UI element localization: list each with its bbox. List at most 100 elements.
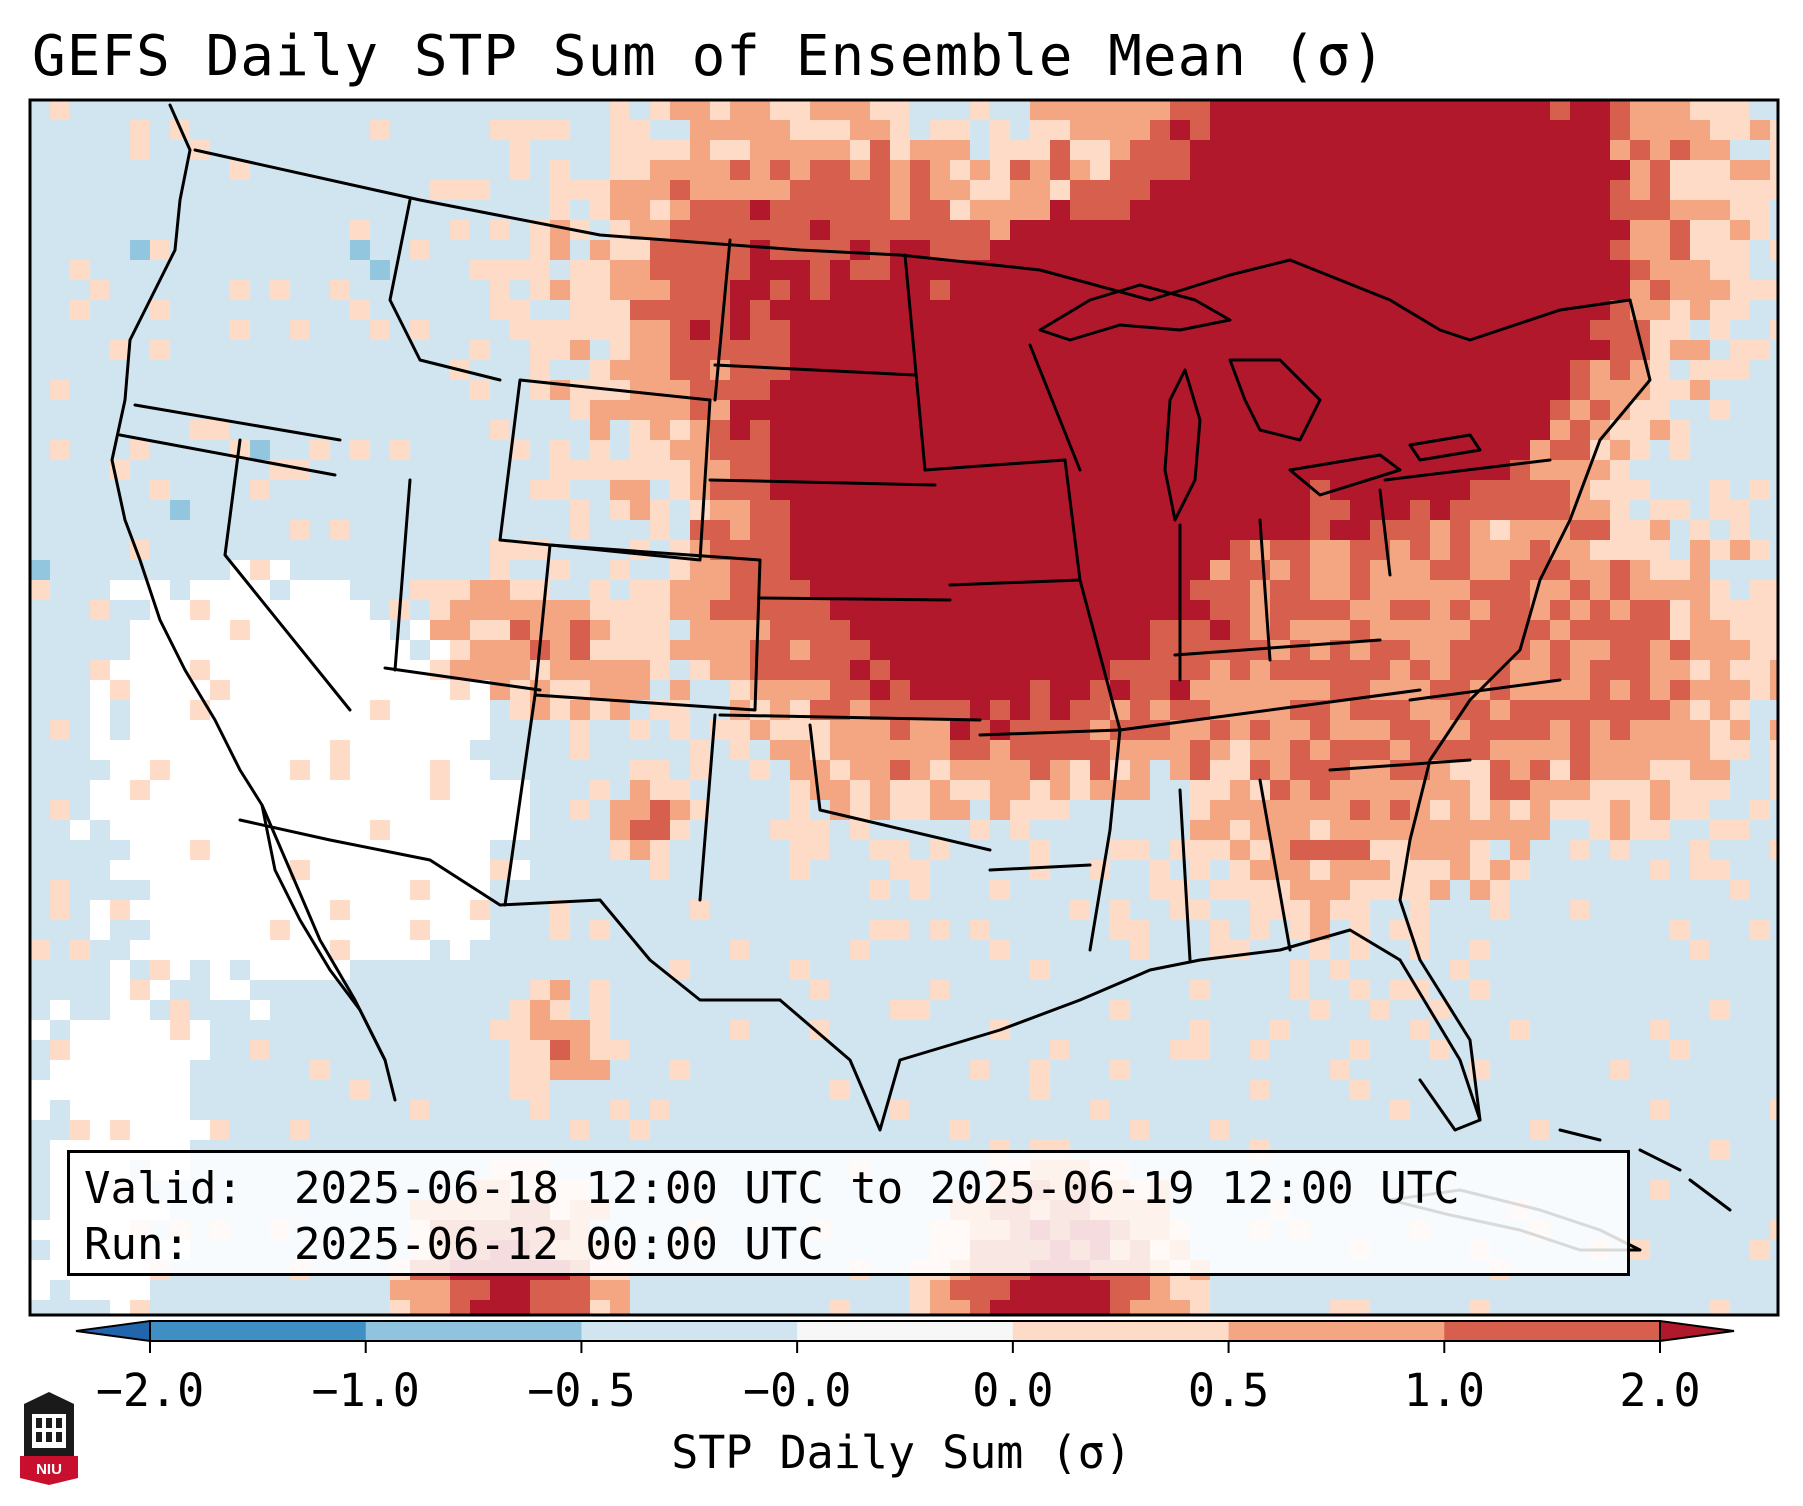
stp-cell <box>950 400 970 420</box>
stp-cell <box>1490 540 1510 560</box>
stp-cell <box>1150 200 1170 220</box>
stp-cell <box>1730 720 1750 740</box>
stp-cell <box>930 500 950 520</box>
stp-cell <box>570 660 590 680</box>
stp-cell <box>1550 620 1570 640</box>
stp-cell <box>890 460 910 480</box>
stp-cell <box>1130 420 1150 440</box>
stp-cell <box>450 660 470 680</box>
stp-cell <box>1530 500 1550 520</box>
stp-cell <box>850 100 870 120</box>
stp-cell <box>550 660 570 680</box>
stp-cell <box>890 320 910 340</box>
stp-cell <box>470 660 490 680</box>
stp-cell <box>1330 660 1350 680</box>
stp-cell <box>1190 680 1210 700</box>
stp-cell <box>1550 480 1570 500</box>
stp-cell <box>1410 720 1430 740</box>
stp-cell <box>990 220 1010 240</box>
stp-cell <box>830 580 850 600</box>
stp-cell <box>770 560 790 580</box>
stp-cell <box>870 180 890 200</box>
stp-cell <box>1030 140 1050 160</box>
stp-cell <box>850 760 870 780</box>
stp-cell <box>390 760 410 780</box>
stp-cell <box>310 760 330 780</box>
stp-cell <box>710 160 730 180</box>
stp-cell <box>1330 380 1350 400</box>
stp-cell <box>550 600 570 620</box>
stp-cell <box>730 660 750 680</box>
stp-cell <box>1370 620 1390 640</box>
stp-cell <box>1250 620 1270 640</box>
stp-cell <box>250 760 270 780</box>
stp-cell <box>1450 120 1470 140</box>
stp-cell <box>1210 520 1230 540</box>
stp-cell <box>730 420 750 440</box>
stp-cell <box>1450 500 1470 520</box>
stp-cell <box>430 600 450 620</box>
stp-cell <box>1010 140 1030 160</box>
stp-cell <box>890 700 910 720</box>
stp-cell <box>1410 340 1430 360</box>
stp-cell <box>1310 740 1330 760</box>
stp-cell <box>1210 580 1230 600</box>
stp-cell <box>1150 220 1170 240</box>
stp-cell <box>1590 640 1610 660</box>
stp-cell <box>210 600 230 620</box>
stp-cell <box>270 560 290 580</box>
stp-cell <box>1530 160 1550 180</box>
stp-cell <box>1430 360 1450 380</box>
stp-cell <box>1630 740 1650 760</box>
stp-cell <box>330 660 350 680</box>
stp-cell <box>1630 420 1650 440</box>
stp-cell <box>810 300 830 320</box>
stp-cell <box>870 660 890 680</box>
colorbar-segment <box>365 1321 582 1341</box>
stp-cell <box>250 740 270 760</box>
stp-cell <box>870 460 890 480</box>
stp-cell <box>1050 500 1070 520</box>
stp-cell <box>350 620 370 640</box>
stp-cell <box>710 260 730 280</box>
stp-cell <box>1070 500 1090 520</box>
stp-cell <box>1450 200 1470 220</box>
stp-cell <box>1570 120 1590 140</box>
stp-cell <box>250 620 270 640</box>
stp-cell <box>1470 160 1490 180</box>
stp-cell <box>850 140 870 160</box>
colorbar-tick-label: −0.5 <box>527 1364 636 1417</box>
stp-cell <box>710 420 730 440</box>
stp-cell <box>1330 460 1350 480</box>
stp-cell <box>750 500 770 520</box>
stp-cell <box>1050 700 1070 720</box>
stp-cell <box>1030 120 1050 140</box>
stp-cell <box>990 360 1010 380</box>
stp-cell <box>1550 320 1570 340</box>
stp-cell <box>890 420 910 440</box>
stp-cell <box>1410 140 1430 160</box>
stp-cell <box>970 620 990 640</box>
stp-cell <box>930 240 950 260</box>
stp-cell <box>1130 560 1150 580</box>
stp-cell <box>1350 460 1370 480</box>
stp-cell <box>750 260 770 280</box>
stp-cell <box>1410 660 1430 680</box>
stp-cell <box>670 720 690 740</box>
stp-cell <box>1090 580 1110 600</box>
stp-cell <box>210 760 230 780</box>
stp-cell <box>1210 440 1230 460</box>
stp-cell <box>1610 640 1630 660</box>
stp-cell <box>1030 740 1050 760</box>
stp-cell <box>1690 620 1710 640</box>
stp-cell <box>570 500 590 520</box>
stp-cell <box>630 200 650 220</box>
stp-cell <box>1090 540 1110 560</box>
stp-cell <box>1710 740 1730 760</box>
stp-cell <box>1590 320 1610 340</box>
stp-cell <box>330 580 350 600</box>
stp-cell <box>550 560 570 580</box>
stp-cell <box>1070 160 1090 180</box>
stp-cell <box>250 480 270 500</box>
stp-cell <box>1490 440 1510 460</box>
